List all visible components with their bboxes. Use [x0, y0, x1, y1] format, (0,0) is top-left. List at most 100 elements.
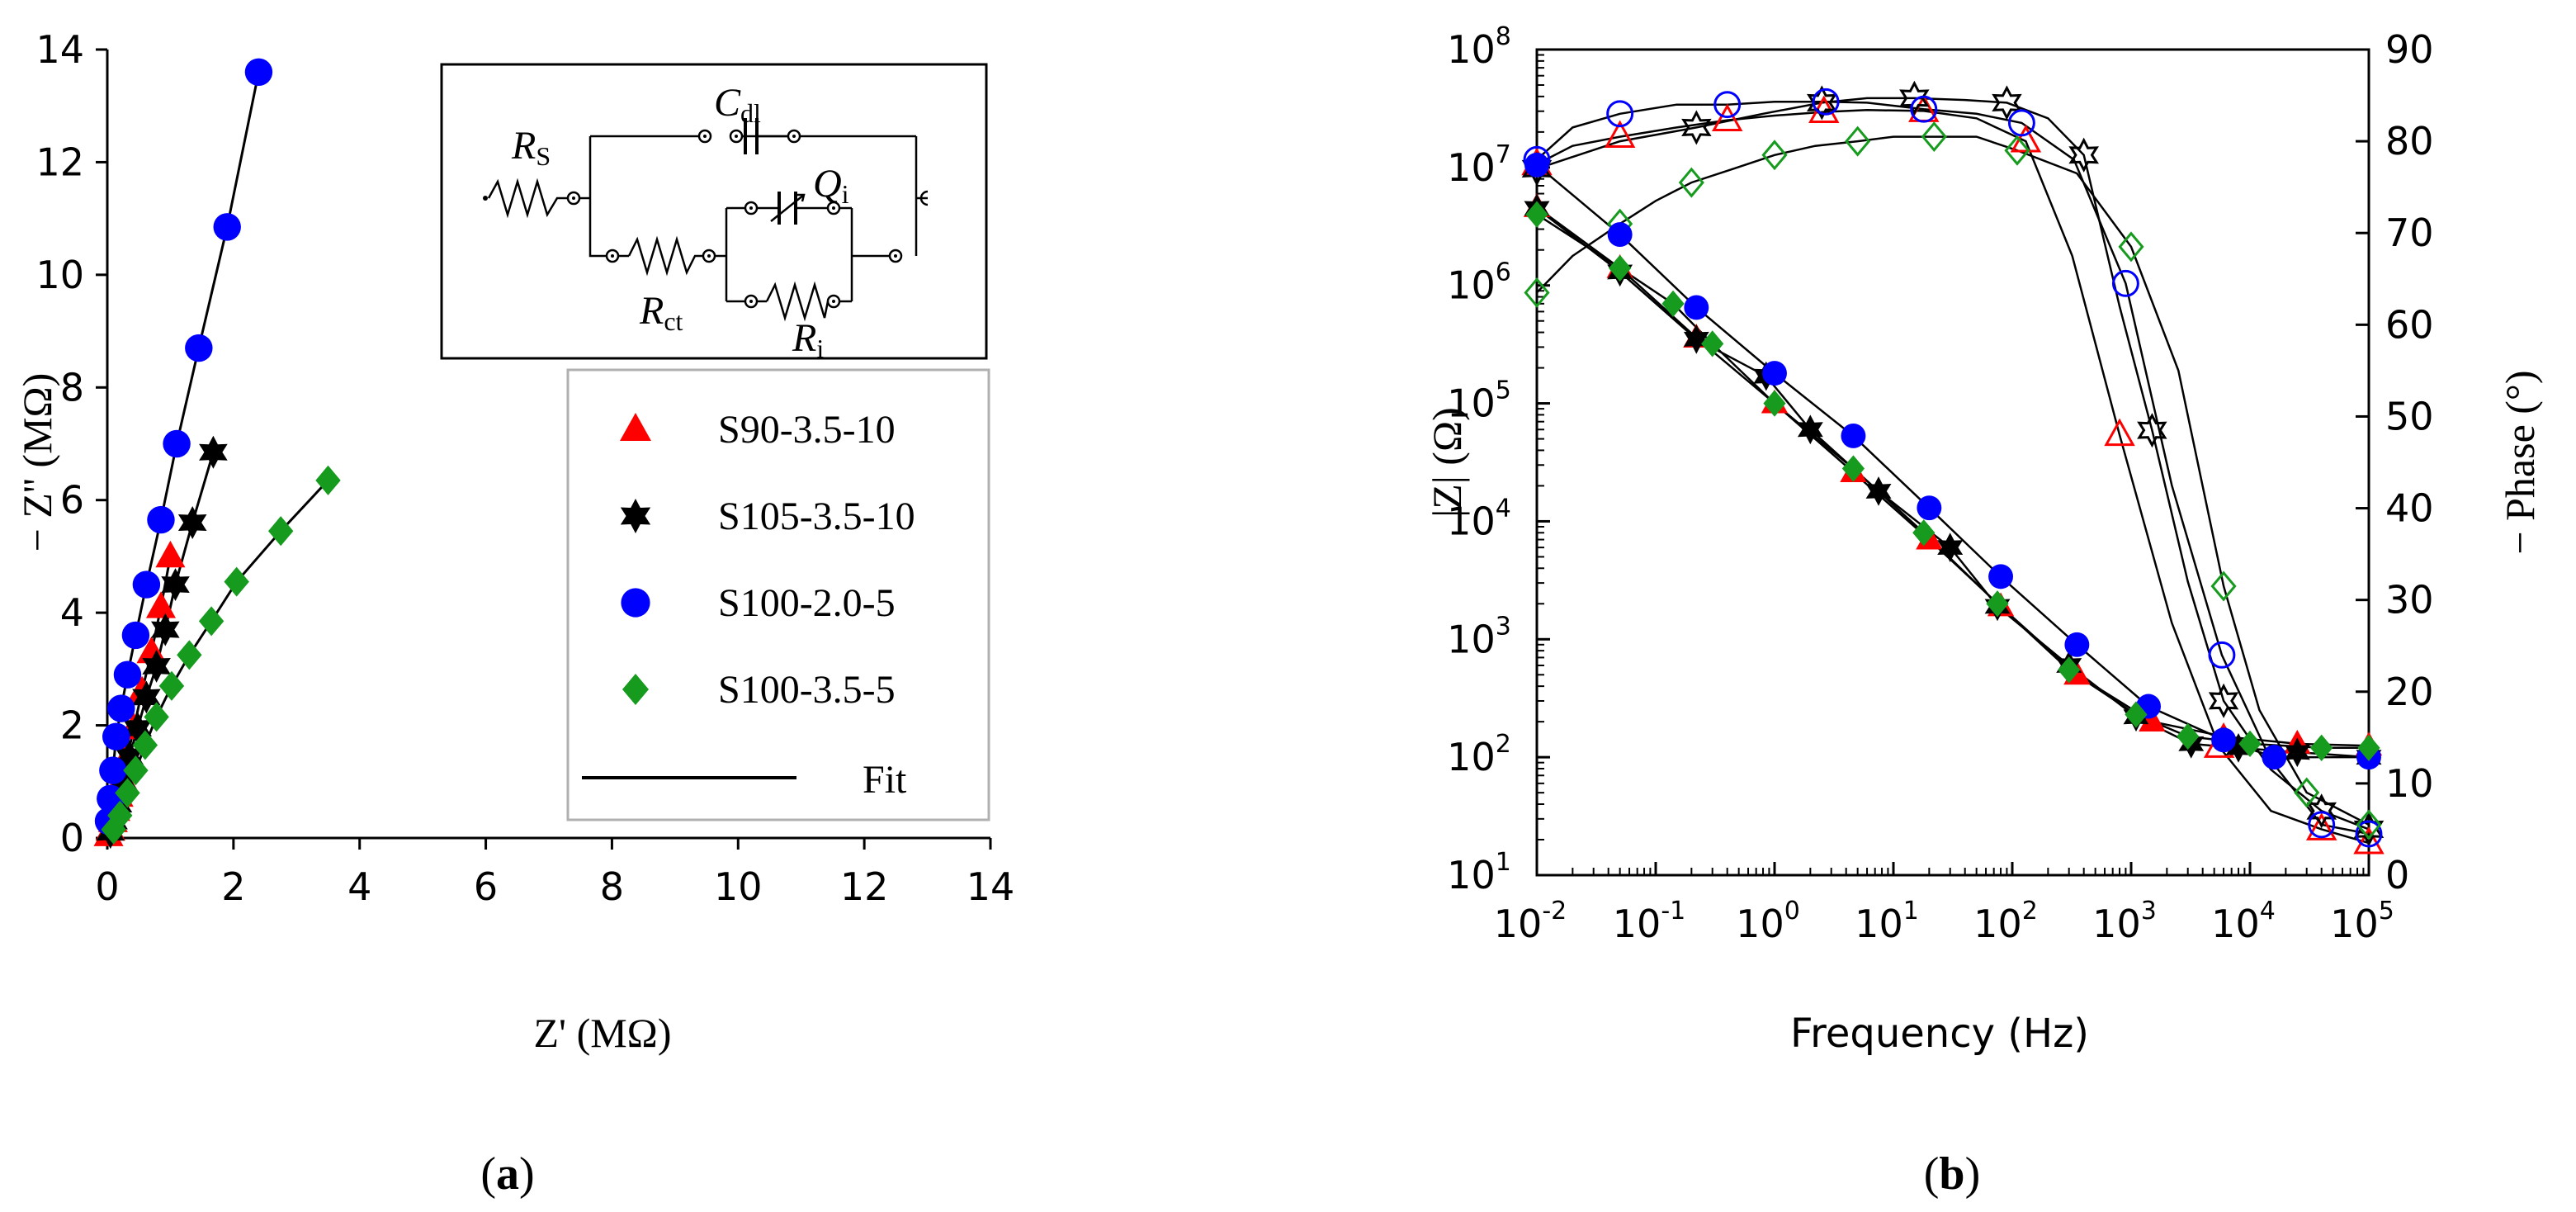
bode-y-tick-label: 107	[1447, 140, 1511, 190]
bode-phase-point-s100-3-5-5	[2118, 231, 2144, 263]
legend-marker-s90-3-5-10	[620, 413, 651, 441]
bode-modz-point-s100-2-0-5	[1917, 495, 1942, 521]
nyquist-x-tick-label: 8	[600, 864, 624, 909]
bode-modz-point-s100-2-0-5	[1524, 152, 1549, 178]
bode-modz-fit-s105-3-5-10	[1536, 207, 2370, 759]
bode-modz-point-s100-2-0-5	[1607, 222, 1633, 248]
bode-x-tick-label: 104	[2211, 897, 2276, 946]
nyquist-point-s105-3-5-10	[142, 650, 171, 683]
nyquist-point-s90-3-5-10	[145, 591, 177, 618]
bode-phase-point-s100-3-5-5	[2004, 135, 2030, 166]
bode-phase-point-s100-3-5-5	[1678, 167, 1704, 198]
nyquist-point-s100-2-0-5	[163, 429, 191, 458]
bode-x-tick-label: 105	[2330, 897, 2394, 946]
nyquist-x-tick-label: 2	[221, 864, 245, 909]
circuit-node-dot	[792, 135, 796, 138]
bode-phase-point-s105-3-5-10	[2137, 413, 2167, 448]
bode-x-tick-label: 100	[1736, 897, 1800, 946]
nyquist-x-tick-label: 4	[347, 864, 371, 909]
circuit-ends	[483, 196, 488, 201]
bode-modz-point-s100-3-5-5	[1912, 519, 1936, 547]
bode-x-tick-label: 103	[2092, 897, 2157, 946]
bode-modz-fit-s90-3-5-10	[1536, 206, 2370, 747]
nyquist-markers	[93, 58, 341, 850]
nyquist-point-s100-2-0-5	[99, 756, 127, 784]
nyquist-point-s100-2-0-5	[244, 58, 273, 87]
bode-modz-point-s105-3-5-10	[1937, 533, 1964, 562]
nyquist-x-tick-label: 12	[840, 864, 889, 909]
bode-phase-point-s100-2-0-5	[1606, 100, 1634, 128]
bode-phase-point-s100-3-5-5	[2210, 570, 2237, 602]
circuit-label-ri: Ri	[792, 316, 824, 363]
bode-y-tick-label: 102	[1447, 730, 1511, 779]
bode-fit-lines	[1536, 97, 2370, 845]
nyquist-point-s105-3-5-10	[115, 740, 144, 773]
bode-y2-tick-label: 50	[2385, 394, 2434, 438]
bode-phase-point-s105-3-5-10	[1806, 85, 1837, 121]
bode-phase-point-s90-3-5-10	[1604, 120, 1636, 148]
bode-modz-point-s105-3-5-10	[1865, 476, 1892, 506]
circuit-node-dot	[611, 254, 614, 258]
circuit-node-dot	[749, 300, 753, 303]
bode-phase-point-s100-2-0-5	[2111, 269, 2139, 297]
bode-y2-tick-label: 30	[2385, 578, 2434, 623]
circuit-label-qi: Qi	[813, 162, 849, 209]
bode-phase-point-s100-2-0-5	[2007, 109, 2035, 137]
bode-phase-point-s100-3-5-5	[2294, 777, 2320, 808]
bode-y2-tick-label: 60	[2385, 302, 2434, 347]
nyquist-point-s105-3-5-10	[132, 680, 161, 714]
bode-modz-point-s100-3-5-5	[2310, 734, 2333, 761]
circuit-node-dot	[894, 254, 897, 258]
bode-phase-point-s105-3-5-10	[2068, 137, 2100, 173]
bode-phase-point-s100-2-0-5	[1713, 91, 1742, 119]
bode-tick-labels: 10-2 10-1 100 101 102 103 104 10510110210310410…	[1447, 22, 2433, 946]
nyquist-point-s100-3-5-5	[107, 800, 133, 831]
nyquist-point-s105-3-5-10	[123, 712, 152, 745]
bode-phase-point-s100-2-0-5	[2208, 641, 2236, 669]
nyquist-point-s100-3-5-5	[177, 640, 202, 670]
circuit-inset-box	[440, 63, 988, 360]
circuit-node-dot	[749, 206, 753, 210]
bode-modz-point-s100-3-5-5	[1609, 254, 1632, 282]
bode-modz-fit-s100-3-5-5	[1536, 213, 2369, 750]
nyquist-y-tick-label: 0	[60, 816, 84, 860]
nyquist-y-axis-label: − Z'' (MΩ)	[14, 373, 60, 552]
nyquist-point-s100-2-0-5	[121, 621, 150, 650]
circuit-nodes	[566, 129, 903, 309]
nyquist-panel: 0 2 4 6 8 10 12 14 0 2 4 6 8 10 12 14 Z' (MΩ) − Z'' (MΩ…	[14, 27, 1014, 1200]
nyquist-point-s105-3-5-10	[151, 613, 180, 646]
circuit-node-dot	[735, 135, 738, 138]
bode-modz-fit-s100-2-0-5	[1536, 163, 2369, 759]
bode-phase-fit-s100-3-5-5	[1536, 135, 2370, 826]
bode-phase-point-s105-3-5-10	[1899, 80, 1930, 116]
bode-phase-fit-s105-3-5-10	[1536, 97, 2370, 831]
nyquist-tick-labels: 0 2 4 6 8 10 12 14 0 2 4 6 8 10 12 14	[35, 27, 1014, 909]
nyquist-x-tick-label: 14	[967, 864, 1015, 909]
panel-label-a: (a)	[480, 1148, 534, 1200]
circuit-node-dot	[707, 254, 711, 258]
bode-phase-point-s100-3-5-5	[1845, 125, 1871, 157]
legend-label-s90-3-5-10: S90-3.5-10	[718, 408, 896, 452]
nyquist-point-s100-2-0-5	[185, 334, 213, 362]
bode-modz-point-s100-2-0-5	[1684, 295, 1709, 320]
legend-label-s100-3-5-5: S100-3.5-5	[718, 668, 896, 712]
equivalent-circuit-inset: RS Cdl Qi Rct Ri	[440, 63, 988, 363]
bode-modz-point-s100-2-0-5	[1988, 564, 2014, 589]
nyquist-y-tick-label: 6	[60, 478, 84, 523]
bode-phase-point-s90-3-5-10	[2305, 812, 2337, 840]
bode-modz-point-s100-3-5-5	[2238, 730, 2262, 758]
bode-modz-point-s100-3-5-5	[1986, 590, 2009, 618]
bode-modz-point-s100-3-5-5	[1763, 390, 1786, 417]
nyquist-axes	[96, 48, 992, 850]
bode-modz-point-s100-2-0-5	[2211, 727, 2237, 753]
cpe-qi	[770, 192, 806, 225]
bode-phase-point-s105-3-5-10	[1681, 110, 1712, 145]
bode-phase-fit-s90-3-5-10	[1536, 109, 2370, 845]
bode-modz-point-s100-3-5-5	[2058, 656, 2081, 684]
bode-modz-point-s100-2-0-5	[2262, 745, 2287, 770]
panel-label-b: (b)	[1924, 1148, 1980, 1200]
bode-panel: 10-2 10-1 100 101 102 103 104 10510110210310410…	[1424, 22, 2543, 1200]
bode-modz-point-s100-3-5-5	[1525, 201, 1548, 228]
legend-items: S90-3.5-10 S105-3.5-10 S100-2.0-5 S100-3.5-…	[620, 408, 915, 712]
